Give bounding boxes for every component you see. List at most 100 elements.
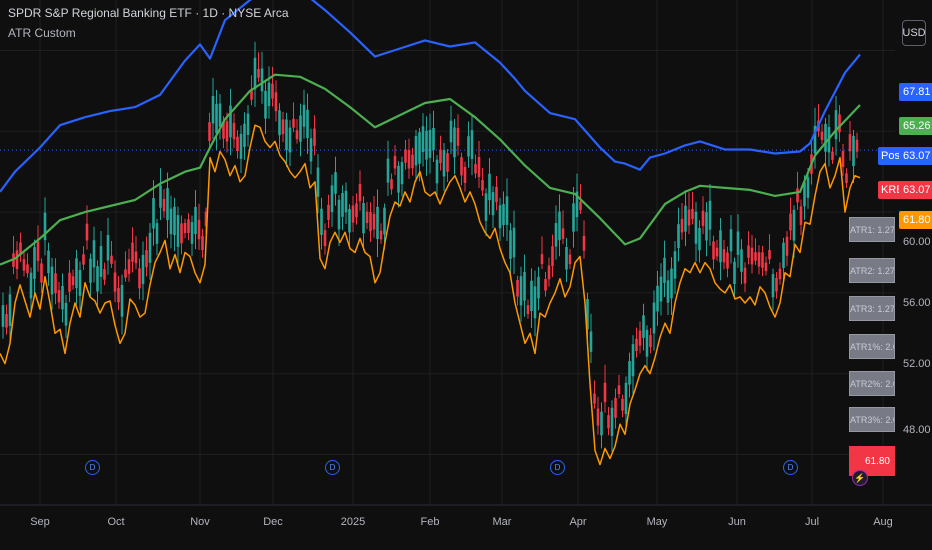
candle-body — [719, 230, 722, 263]
y-tick-label: 52.00 — [903, 358, 931, 370]
candle-body — [376, 206, 379, 240]
candle-body — [134, 251, 138, 264]
candle-body — [488, 173, 491, 201]
candle-body — [568, 254, 572, 265]
y-tick-label: 60.00 — [903, 236, 931, 248]
candle-body — [831, 151, 834, 160]
x-tick-label: Aug — [873, 516, 893, 528]
candle-body — [764, 262, 768, 272]
candle-body — [1, 305, 5, 327]
candle-body — [253, 57, 257, 90]
x-tick-label: May — [646, 516, 668, 528]
candle-body — [148, 232, 152, 263]
candle-body — [736, 231, 740, 255]
candle-body — [617, 385, 621, 395]
atr1-cell: ATR1: 1.27 — [849, 217, 895, 242]
candle-body — [789, 213, 792, 231]
candle-body — [526, 305, 530, 315]
candle-body — [337, 199, 341, 230]
candle-body — [757, 252, 761, 267]
candle-body — [61, 285, 64, 310]
candle-body — [628, 361, 631, 385]
dividend-icon[interactable]: D — [783, 460, 798, 475]
candle-body — [127, 259, 131, 274]
candle-body — [404, 149, 407, 163]
dividend-icon[interactable]: D — [325, 460, 340, 475]
candle-body — [225, 121, 229, 142]
candle-body — [796, 188, 799, 203]
candle-body — [607, 415, 610, 429]
candle-body — [162, 198, 166, 212]
x-tick-label: Sep — [30, 516, 50, 528]
candle-body — [432, 127, 435, 150]
candle-body — [694, 211, 698, 244]
candle-body — [428, 129, 432, 158]
candle-body — [565, 247, 568, 270]
candle-body — [841, 150, 845, 168]
candle-body — [194, 206, 197, 234]
candle-body — [313, 128, 316, 146]
candle-body — [26, 264, 29, 274]
candle-body — [124, 269, 127, 278]
candle-body — [180, 223, 183, 244]
candle-body — [43, 212, 47, 241]
candle-body — [50, 266, 54, 295]
upper2-price-tag: 67.81 — [899, 83, 932, 101]
candle-body — [663, 257, 666, 283]
lower-price-tag: 61.80 — [899, 211, 932, 229]
candle-body — [215, 103, 218, 134]
candle-body — [523, 271, 526, 301]
candle-body — [372, 213, 376, 230]
candle-body — [470, 130, 474, 160]
candle-body — [579, 201, 582, 210]
candle-body — [99, 246, 103, 277]
candle-body — [386, 158, 390, 183]
candle-body — [652, 302, 656, 334]
candle-body — [351, 205, 355, 223]
candle-body — [358, 183, 362, 202]
lightning-icon[interactable]: ⚡ — [852, 470, 868, 486]
candle-body — [155, 223, 159, 244]
candle-body — [586, 298, 589, 330]
candle-body — [348, 209, 351, 233]
candle-body — [656, 285, 659, 312]
candle-body — [824, 123, 827, 152]
candle-body — [838, 114, 841, 133]
candle-body — [726, 252, 729, 269]
candle-body — [547, 265, 551, 280]
indicator-label[interactable]: ATR Custom — [8, 26, 76, 40]
candle-body — [260, 68, 264, 92]
candle-body — [229, 105, 232, 138]
candle-body — [834, 110, 838, 140]
candle-body — [852, 135, 855, 167]
candle-body — [355, 203, 358, 218]
dividend-icon[interactable]: D — [85, 460, 100, 475]
candle-body — [334, 172, 337, 194]
candle-body — [743, 267, 747, 284]
currency-button[interactable]: USD — [902, 20, 926, 46]
candle-body — [341, 192, 344, 217]
candle-body — [250, 89, 253, 100]
candle-body — [19, 242, 22, 256]
candle-body — [89, 258, 92, 283]
candle-body — [729, 229, 733, 252]
candle-body — [400, 162, 404, 185]
candle-body — [36, 241, 40, 261]
candle-body — [708, 200, 712, 230]
candle-body — [509, 230, 512, 259]
candle-body — [453, 127, 456, 158]
candle-body — [747, 245, 750, 258]
y-tick-label: 56.00 — [903, 297, 931, 309]
candle-body — [554, 223, 558, 247]
candle-body — [670, 268, 673, 299]
candle-body — [365, 211, 369, 224]
candle-body — [295, 130, 299, 140]
x-tick-label: Oct — [107, 516, 125, 528]
candle-body — [281, 119, 285, 135]
dividend-icon[interactable]: D — [550, 460, 565, 475]
candle-body — [152, 197, 155, 229]
candle-body — [733, 261, 736, 285]
x-tick-label: Jul — [804, 516, 820, 528]
candle-body — [589, 331, 593, 352]
